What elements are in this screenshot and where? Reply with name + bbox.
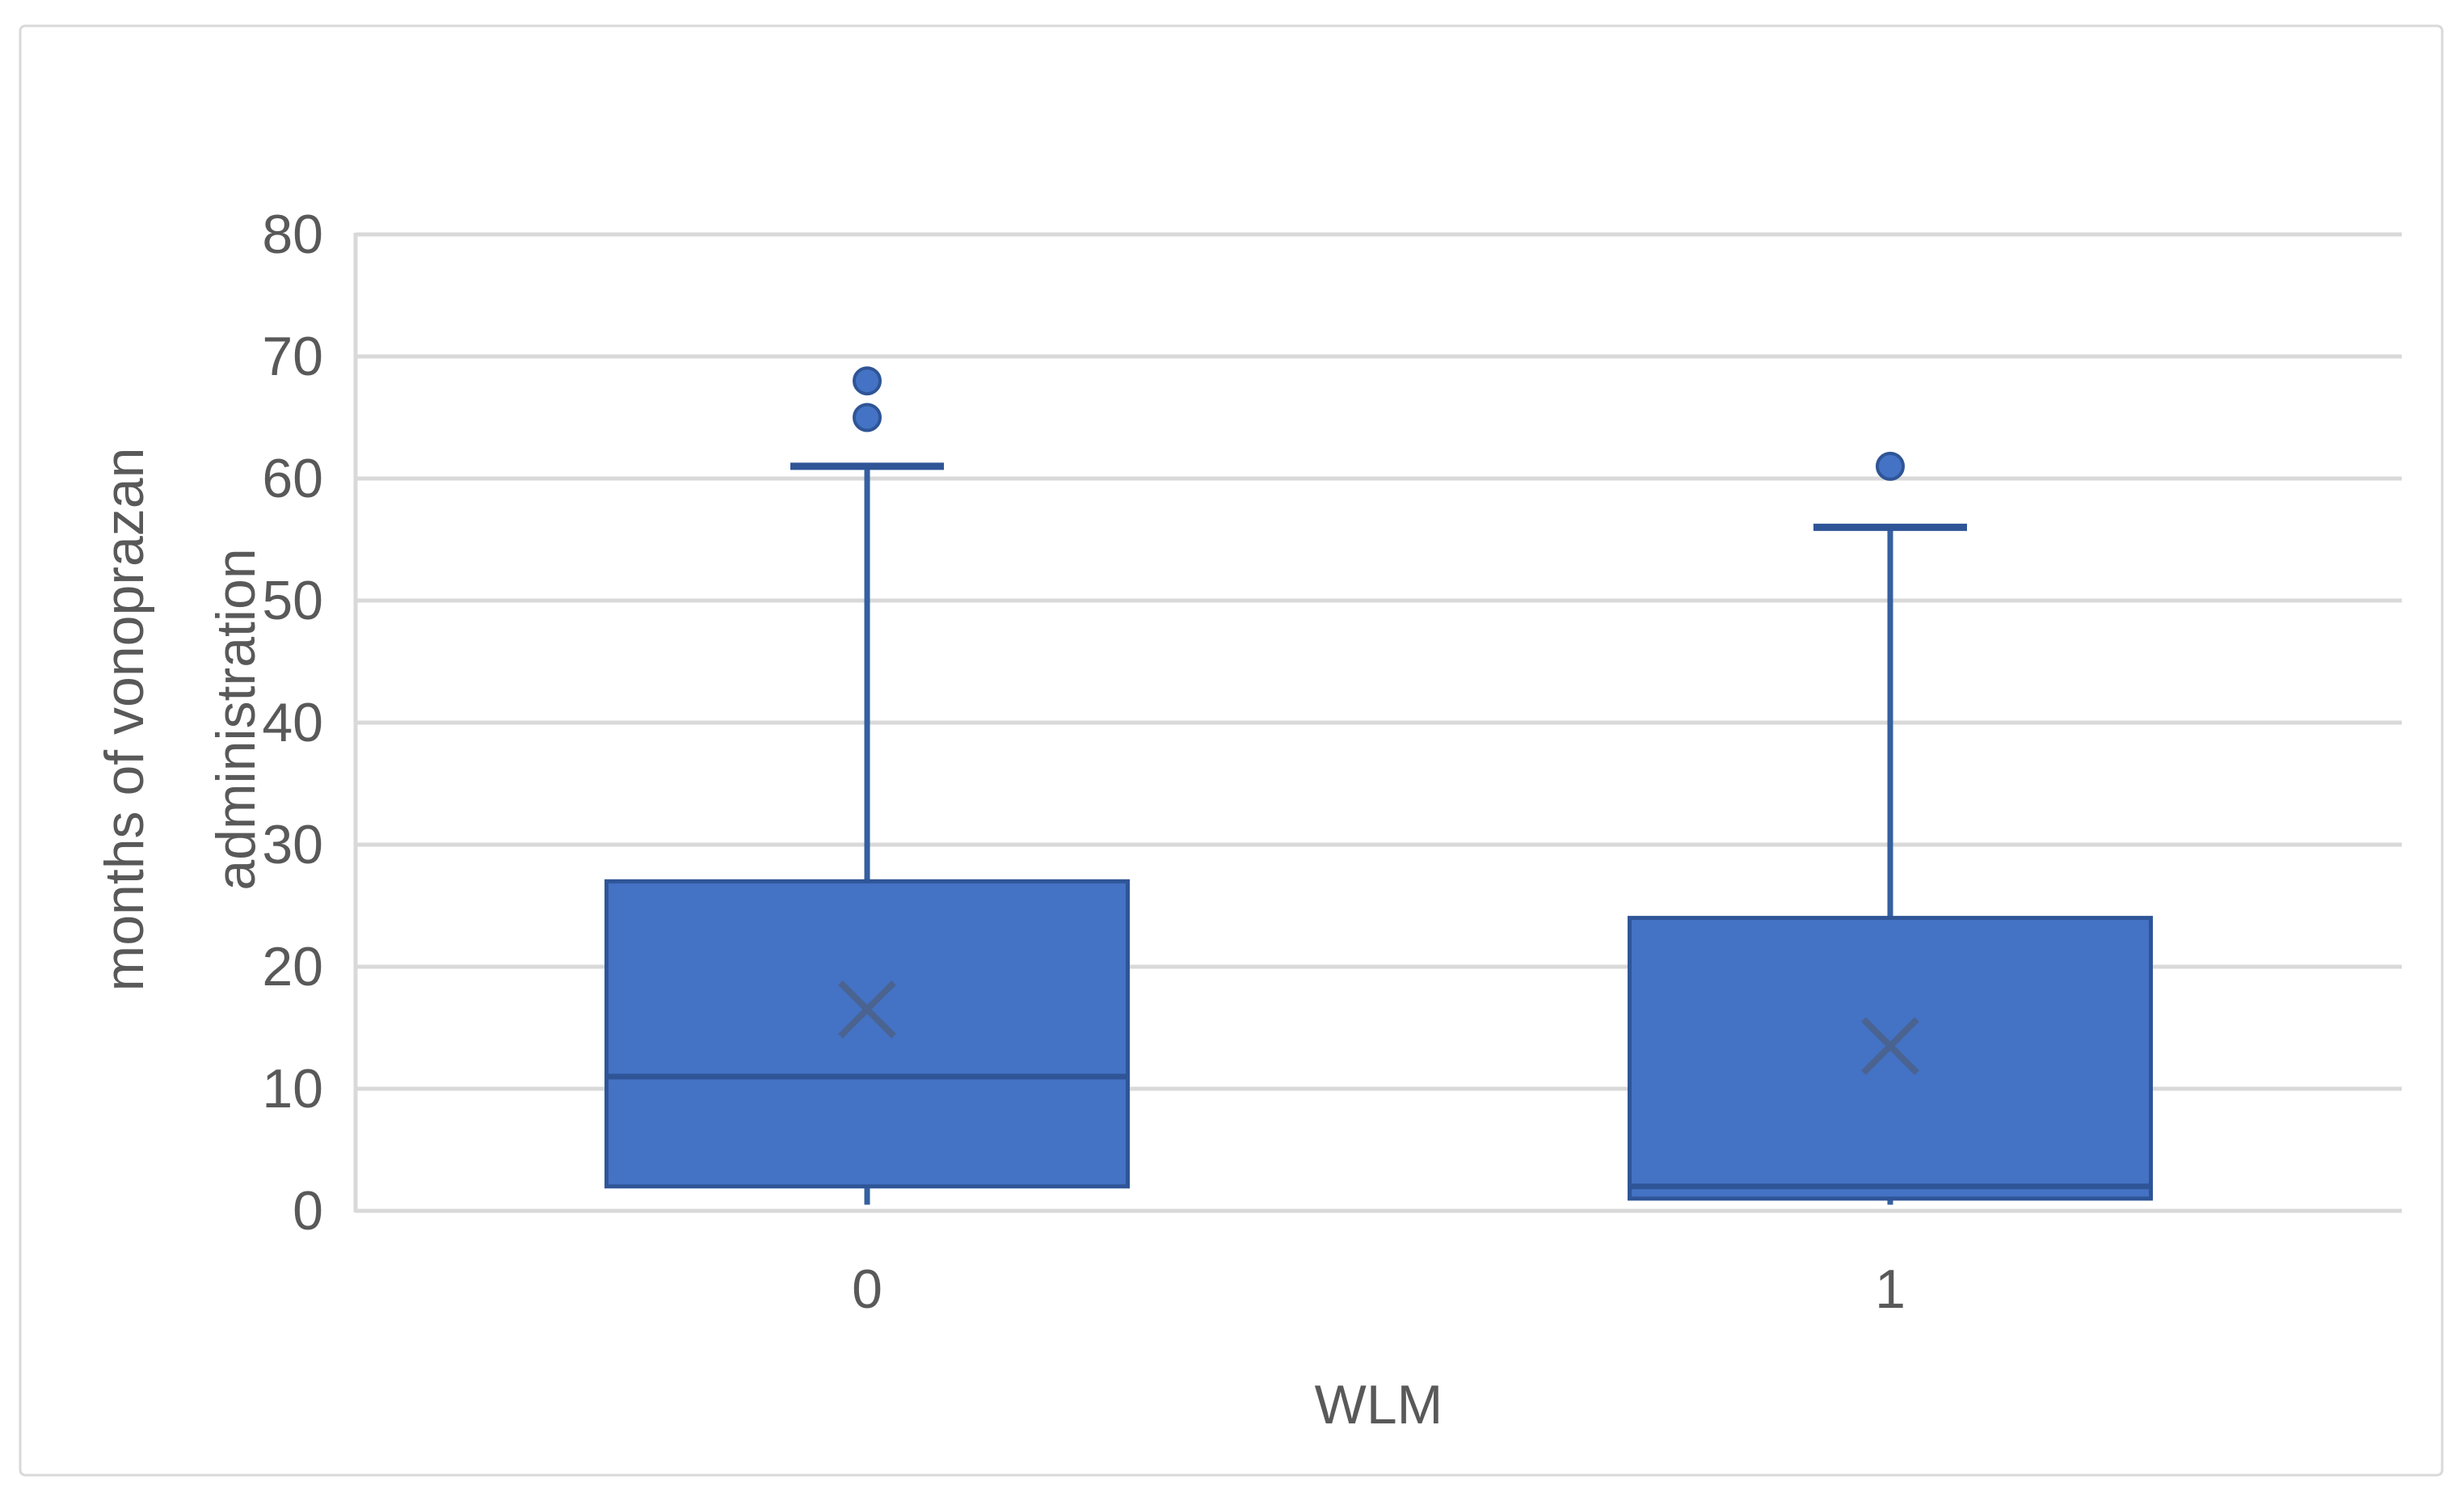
outlier-point-68	[853, 366, 882, 396]
x-axis-title: WLM	[1315, 1374, 1443, 1436]
y-tick-label-20: 20	[262, 936, 323, 997]
chart-border	[19, 24, 2444, 1477]
mean-marker-x	[1861, 1017, 1919, 1075]
y-tick-label-40: 40	[262, 692, 323, 753]
mean-marker-x	[838, 980, 896, 1039]
x-tick-label-1: 1	[1875, 1259, 1906, 1320]
box-series	[604, 366, 2153, 1205]
x-tick-label-0: 0	[852, 1259, 882, 1320]
y-tick-label-10: 10	[262, 1058, 323, 1119]
box-group-wlm-1	[1628, 451, 2153, 1205]
outlier-point-61	[1876, 451, 1905, 481]
y-tick-label-70: 70	[262, 326, 323, 387]
y-axis-title-line2: administration	[205, 548, 267, 890]
iqr-box	[604, 879, 1130, 1189]
y-tick-label-30: 30	[262, 814, 323, 875]
iqr-box	[1628, 916, 2153, 1201]
y-axis-title-line1: months of vonoprazan	[94, 448, 155, 992]
y-tick-labels: 0 10 20 30 40 50 60 70 80	[262, 204, 323, 1242]
y-tick-label-60: 60	[262, 448, 323, 509]
box-group-wlm-0	[604, 366, 1130, 1205]
y-tick-label-50: 50	[262, 570, 323, 631]
y-tick-label-0: 0	[293, 1180, 323, 1242]
outlier-point-65	[853, 403, 882, 432]
y-tick-label-80: 80	[262, 204, 323, 265]
